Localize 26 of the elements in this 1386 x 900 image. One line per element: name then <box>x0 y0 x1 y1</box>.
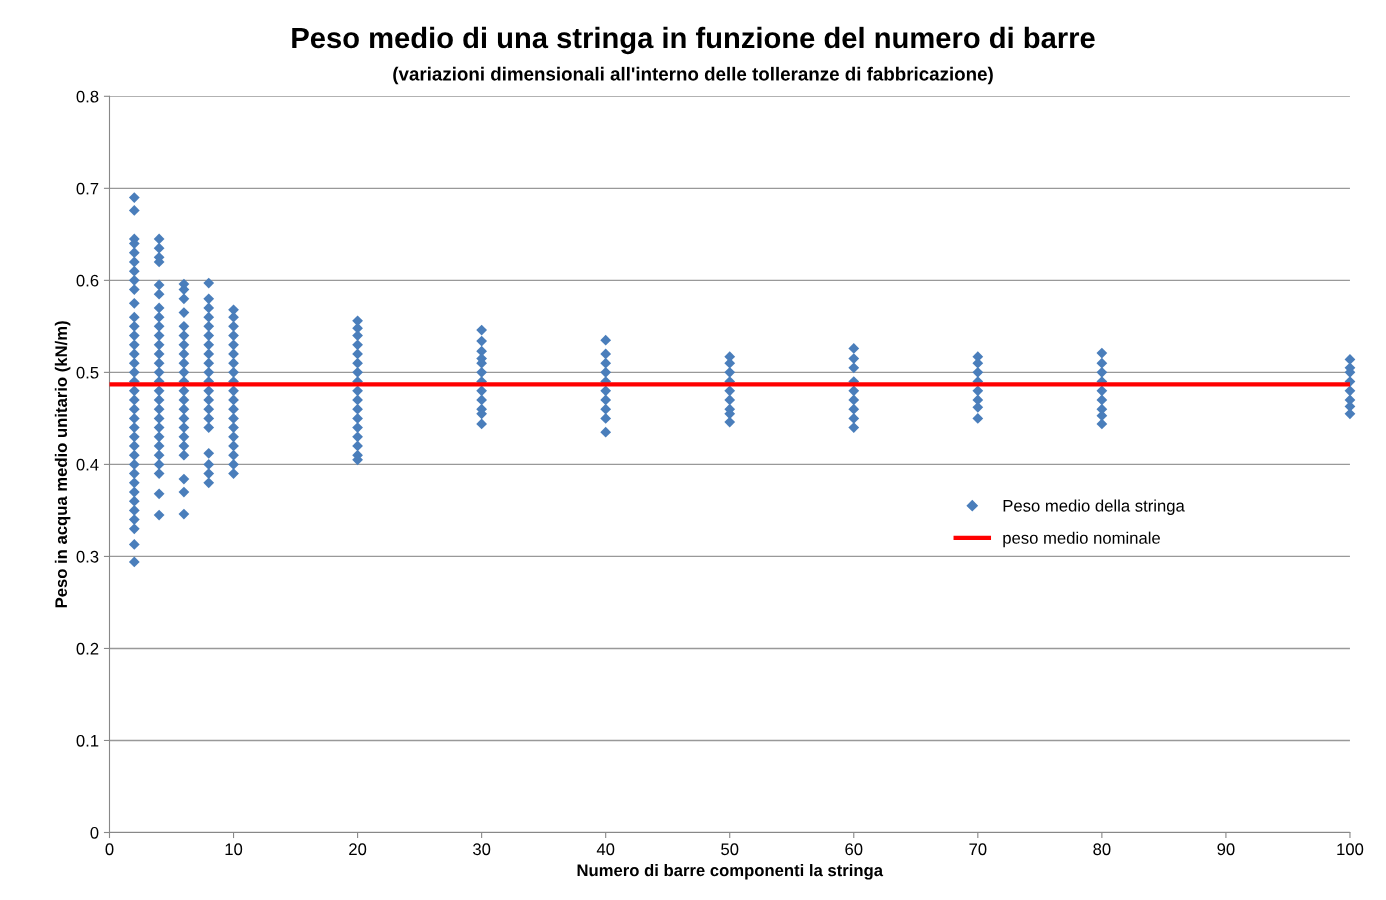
y-tick-label: 0.3 <box>76 550 99 563</box>
legend-label: Peso medio della stringa <box>1003 499 1185 515</box>
y-tick-label: 0.5 <box>76 366 99 379</box>
y-tick-label: 0.2 <box>76 642 99 655</box>
x-tick-label: 40 <box>596 843 615 856</box>
x-tick-label: 90 <box>1217 843 1235 856</box>
legend-label: peso medio nominale <box>1003 531 1160 548</box>
y-tick-label: 0.6 <box>76 274 99 287</box>
y-axis-title: Peso in acqua medio unitario (kN/m) <box>54 321 71 608</box>
x-tick-label: 80 <box>1093 843 1111 856</box>
x-tick-label: 0 <box>105 843 114 856</box>
y-tick-label: 0.4 <box>76 458 99 471</box>
x-axis-title: Numero di barre componenti la stringa <box>577 864 884 880</box>
y-tick-label: 0.1 <box>76 734 99 747</box>
chart-subtitle: (variazioni dimensionali all'interno delle tolleranze di fabbricazione) <box>393 66 993 85</box>
chart-title: Peso medio di una stringa in funzione del numero di barre <box>292 26 1095 55</box>
y-tick-label: 0.8 <box>76 90 99 103</box>
x-tick-label: 20 <box>349 843 367 856</box>
x-tick-label: 10 <box>225 843 243 856</box>
x-tick-label: 100 <box>1337 843 1364 856</box>
x-tick-label: 60 <box>845 843 863 856</box>
x-tick-label: 70 <box>969 843 987 856</box>
x-tick-label: 50 <box>721 843 739 856</box>
x-tick-label: 30 <box>473 843 491 856</box>
y-tick-label: 0.7 <box>76 182 99 195</box>
y-tick-label: 0 <box>90 826 99 839</box>
